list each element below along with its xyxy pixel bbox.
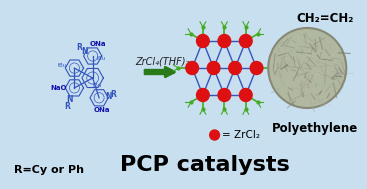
Text: N: N — [66, 95, 73, 104]
Circle shape — [250, 61, 263, 74]
Text: ZrCl₄(THF)₂: ZrCl₄(THF)₂ — [135, 57, 190, 67]
Circle shape — [239, 88, 252, 101]
Text: R: R — [110, 90, 116, 99]
Circle shape — [268, 28, 346, 108]
Text: R: R — [65, 102, 70, 111]
Text: = ZrCl₂: = ZrCl₂ — [222, 130, 261, 140]
Circle shape — [229, 61, 241, 74]
Circle shape — [218, 88, 231, 101]
Text: N: N — [81, 46, 88, 56]
Text: PCP catalysts: PCP catalysts — [120, 155, 290, 175]
Text: tBu: tBu — [58, 63, 67, 68]
Circle shape — [186, 61, 199, 74]
Circle shape — [207, 61, 220, 74]
Text: ONa: ONa — [94, 107, 110, 113]
Circle shape — [218, 35, 231, 47]
Circle shape — [197, 88, 209, 101]
Circle shape — [210, 130, 219, 140]
Circle shape — [239, 35, 252, 47]
FancyArrow shape — [144, 67, 172, 77]
Text: tBu: tBu — [92, 83, 102, 88]
Text: tBu: tBu — [97, 57, 106, 61]
Text: CH₂=CH₂: CH₂=CH₂ — [296, 12, 353, 25]
Text: Polyethylene: Polyethylene — [272, 122, 358, 135]
Text: R=Cy or Ph: R=Cy or Ph — [14, 165, 84, 175]
Text: N: N — [106, 92, 112, 101]
Text: ONa: ONa — [89, 41, 106, 47]
Text: R: R — [76, 43, 82, 53]
Circle shape — [197, 35, 209, 47]
Text: NaO: NaO — [51, 85, 67, 91]
